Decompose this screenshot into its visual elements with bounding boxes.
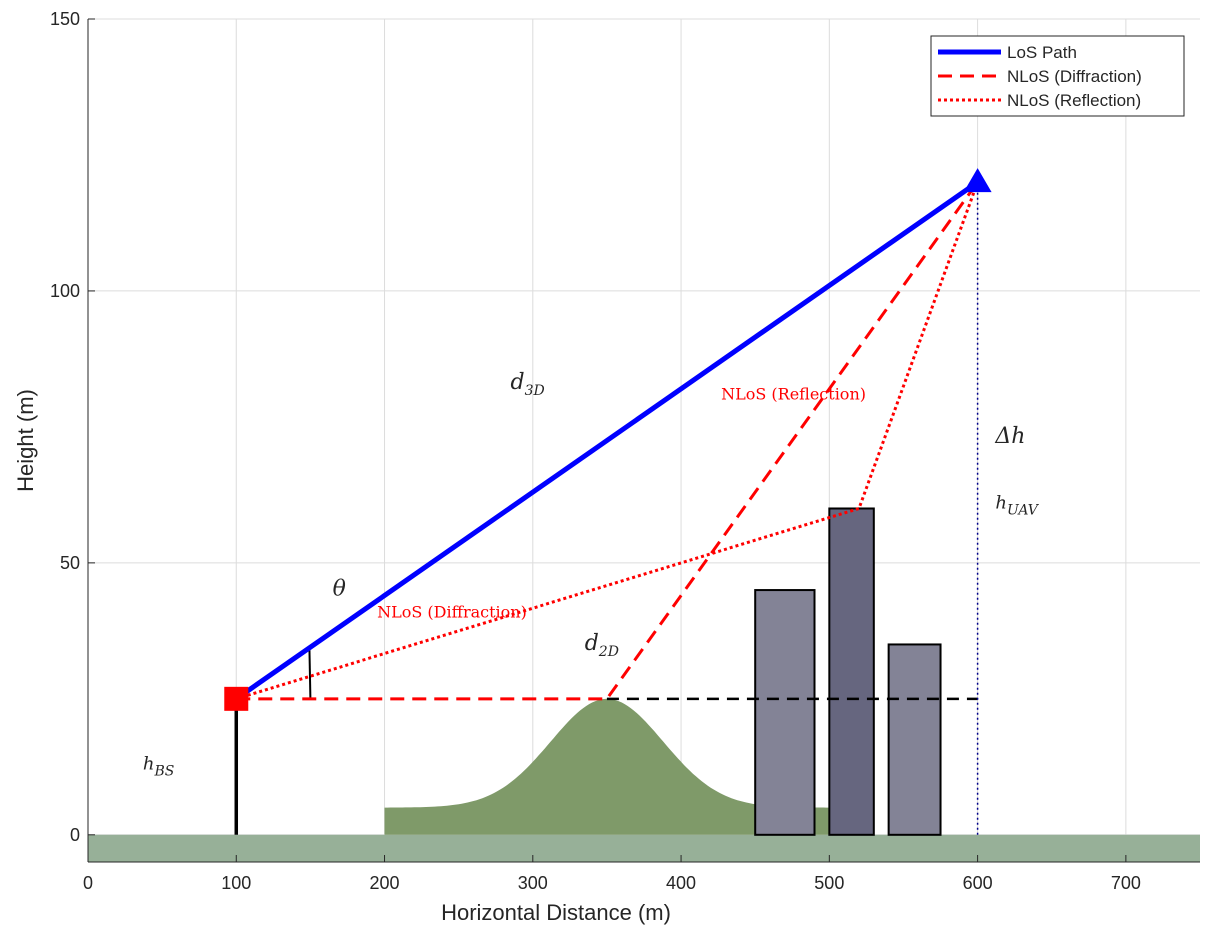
building-1 — [754, 589, 816, 836]
uav-marker — [963, 168, 992, 193]
annotations: d3D d2D θ Δh hUAV hBS NLoS (Reflection) NLoS (D… — [143, 370, 1040, 780]
legend-label-3: NLoS (Reflection) — [1007, 91, 1141, 110]
series-los-path — [234, 180, 980, 701]
hill — [384, 698, 830, 835]
x-tick-label: 700 — [1111, 873, 1141, 893]
series-layer — [234, 180, 980, 835]
x-tick-label: 100 — [221, 873, 251, 893]
base-station-marker — [224, 686, 249, 711]
annotation-d2d: d2D — [585, 631, 619, 660]
x-tick-label: 600 — [963, 873, 993, 893]
angle-arc — [308, 646, 312, 699]
ground — [88, 834, 1200, 862]
x-tick-label: 0 — [83, 873, 93, 893]
y-axis-label: Height (m) — [13, 389, 38, 492]
annotation-theta: θ — [333, 577, 346, 602]
building-3 — [887, 643, 942, 836]
x-tick-label: 400 — [666, 873, 696, 893]
annotation-nlos_diff: NLoS (Diffraction) — [377, 602, 527, 621]
legend: LoS Path NLoS (Diffraction) NLoS (Reflecti… — [930, 35, 1185, 117]
y-tick-label: 0 — [70, 825, 80, 845]
annotation-hbs: hBS — [143, 754, 174, 780]
y-tick-label: 100 — [50, 281, 80, 301]
legend-label-1: LoS Path — [1007, 43, 1077, 62]
annotation-d3d: d3D — [511, 370, 545, 399]
x-axis-label: Horizontal Distance (m) — [441, 900, 671, 925]
y-tick-label: 150 — [50, 9, 80, 29]
annotation-nlos_refl: NLoS (Reflection) — [721, 385, 866, 404]
legend-label-2: NLoS (Diffraction) — [1007, 67, 1142, 86]
series-nlos-diffraction — [236, 181, 979, 701]
axes: 0 100 200 300 400 500 600 700 0 50 100 150 Horizonta… — [13, 9, 1200, 925]
y-tick-label: 50 — [60, 553, 80, 573]
annotation-huav: hUAV — [995, 492, 1039, 518]
x-tick-label: 200 — [370, 873, 400, 893]
annotation-dh: Δh — [994, 424, 1025, 449]
building-2 — [828, 507, 875, 836]
x-tick-label: 300 — [518, 873, 548, 893]
series-nlos-reflection — [235, 181, 980, 701]
terrain — [88, 507, 1200, 862]
x-tick-label: 500 — [814, 873, 844, 893]
markers — [224, 168, 992, 711]
